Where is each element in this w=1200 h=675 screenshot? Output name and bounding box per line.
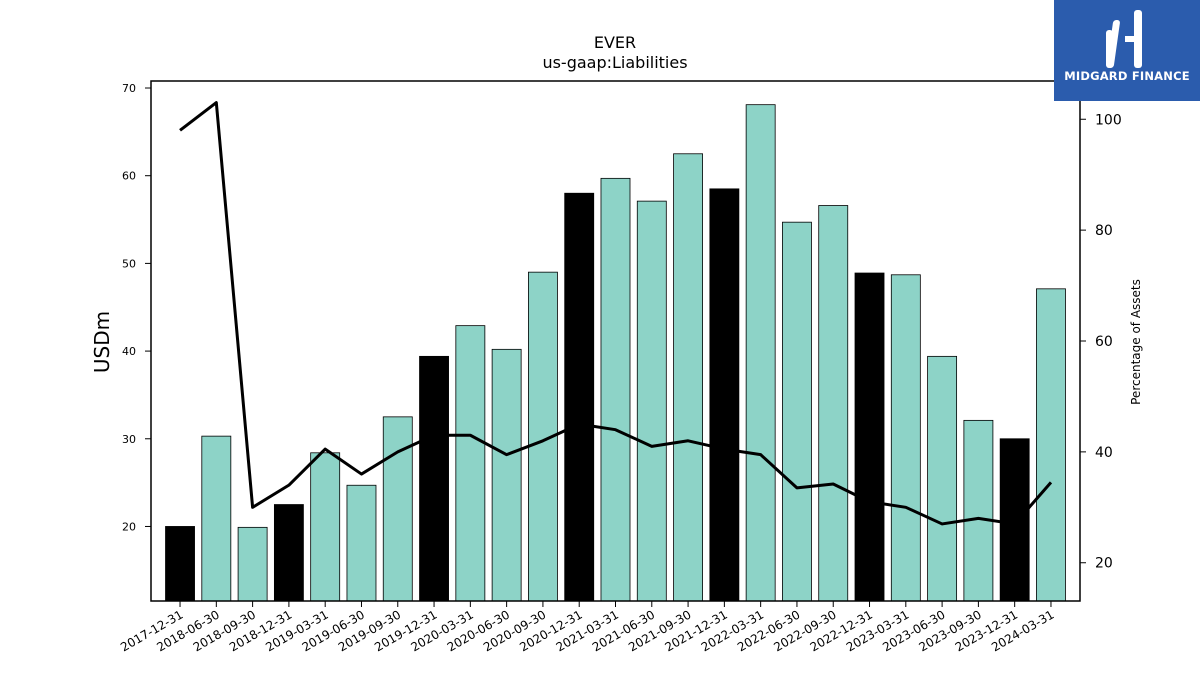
x-axis: 2017-12-312018-06-302018-09-302018-12-31… xyxy=(118,601,1056,654)
y-axis-right: 20 40 60 80 100 xyxy=(1080,112,1122,572)
bar-2019-12-31 xyxy=(419,355,449,602)
y-axis-left: 20 30 40 50 60 70 xyxy=(122,82,151,533)
bar-2024-03-31 xyxy=(1036,288,1066,602)
bar-2019-03-31 xyxy=(310,452,341,602)
bar-2023-03-31 xyxy=(890,274,921,602)
bar-2023-06-30 xyxy=(927,355,958,602)
chart-title: EVER xyxy=(594,33,636,52)
percentage-line xyxy=(179,101,1053,526)
y2-tick-label: 40 xyxy=(1095,445,1113,461)
chart-subtitle: us-gaap:Liabilities xyxy=(542,53,687,72)
bar-2019-09-30 xyxy=(382,416,413,602)
bar-2021-06-30 xyxy=(636,200,667,602)
y-tick-label: 20 xyxy=(122,520,136,533)
y-tick-label: 40 xyxy=(122,345,136,358)
bar-2017-12-31 xyxy=(165,526,195,602)
bar-2021-03-31 xyxy=(600,177,631,602)
bar-2018-06-30 xyxy=(201,435,232,602)
bar-2020-03-31 xyxy=(455,325,486,602)
y-tick-label: 30 xyxy=(122,433,136,446)
y-tick-label: 60 xyxy=(122,170,136,183)
bar-group xyxy=(165,104,1066,602)
y2-tick-label: 20 xyxy=(1095,556,1113,572)
bar-2021-12-31 xyxy=(709,188,740,602)
bar-2019-06-30 xyxy=(346,484,377,602)
bar-2023-12-31 xyxy=(999,438,1030,602)
bar-2022-12-31 xyxy=(854,272,885,602)
line-group xyxy=(179,101,1053,526)
bar-2020-06-30 xyxy=(491,348,522,602)
bar-2021-09-30 xyxy=(673,153,703,602)
y-tick-label: 70 xyxy=(122,82,136,95)
bar-2018-12-31 xyxy=(273,504,304,602)
logo-text: MIDGARD FINANCE xyxy=(1064,69,1190,83)
y2-tick-label: 100 xyxy=(1095,112,1122,128)
y2-tick-label: 80 xyxy=(1095,223,1113,239)
bar-2018-09-30 xyxy=(237,526,268,602)
y2-tick-label: 60 xyxy=(1095,334,1113,350)
bar-2023-09-30 xyxy=(963,419,994,602)
logo-mark-icon xyxy=(1106,10,1142,68)
bar-2022-06-30 xyxy=(782,221,812,602)
y-tick-label: 50 xyxy=(122,257,136,270)
midgard-finance-logo: MIDGARD FINANCE xyxy=(1054,0,1200,101)
bar-2020-12-31 xyxy=(564,192,595,602)
bar-2022-09-30 xyxy=(818,205,849,602)
y2-axis-label: Percentage of Assets xyxy=(1129,279,1143,405)
bar-2022-03-31 xyxy=(745,104,776,602)
y-axis-label: USDm xyxy=(90,311,114,373)
